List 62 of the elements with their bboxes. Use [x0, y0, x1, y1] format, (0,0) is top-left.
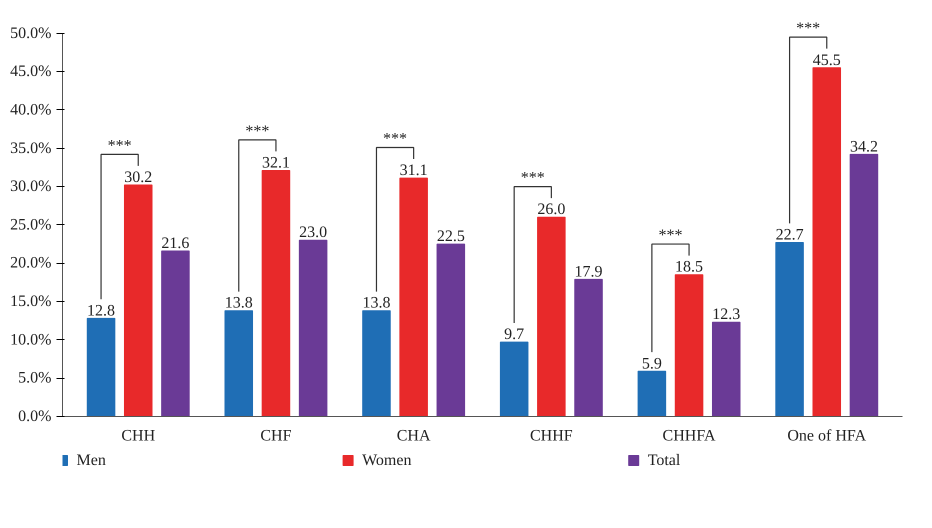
y-tick-label: 35.0%	[10, 140, 52, 157]
data-label: 12.8	[87, 302, 116, 320]
data-label: 21.6	[161, 234, 190, 252]
data-label: 26.0	[537, 201, 566, 218]
bar	[362, 310, 391, 416]
data-label: 18.5	[675, 258, 704, 276]
y-tick-label: 0.0%	[18, 408, 52, 425]
y-tick-label: 50.0%	[10, 24, 52, 42]
bar	[500, 342, 528, 416]
data-label: 12.3	[712, 306, 740, 324]
data-label: 30.2	[124, 169, 152, 186]
data-label: 13.8	[224, 294, 253, 312]
data-label: 23.0	[299, 224, 328, 242]
y-tick-label: 20.0%	[10, 254, 52, 272]
annotation: ***	[658, 227, 682, 244]
data-label: 22.5	[436, 228, 465, 246]
annotation: ***	[796, 20, 820, 38]
data-label: 5.9	[642, 355, 662, 372]
legend-label: Women	[362, 452, 412, 469]
bar	[224, 310, 254, 416]
x-tick-label: CHHF	[530, 428, 573, 444]
data-label: 32.1	[262, 154, 290, 172]
y-tick-label: 5.0%	[18, 370, 52, 387]
annotation: ***	[520, 170, 545, 187]
legend-label: Total	[648, 452, 681, 469]
bar	[850, 154, 878, 416]
data-label: 17.9	[574, 263, 603, 280]
annotation: ***	[108, 137, 132, 154]
bar	[436, 244, 466, 416]
x-tick-label: CHHFA	[662, 428, 716, 444]
bar	[399, 178, 428, 416]
bar	[161, 250, 190, 416]
bar	[537, 216, 566, 416]
data-label: 13.8	[362, 294, 390, 312]
data-label: 34.2	[850, 138, 878, 156]
bar	[712, 322, 741, 416]
annotation: ***	[245, 122, 270, 140]
bar	[674, 274, 704, 416]
x-tick-label: CHA	[396, 428, 431, 444]
bar	[124, 184, 153, 416]
y-tick-label: 25.0%	[10, 216, 52, 234]
bar	[775, 242, 804, 416]
data-label: 9.7	[504, 326, 524, 344]
bar	[574, 278, 603, 416]
bar	[812, 67, 842, 416]
data-label: 45.5	[812, 52, 841, 69]
data-label: 31.1	[400, 162, 428, 180]
bar	[86, 318, 116, 416]
bar	[638, 370, 666, 416]
data-label: 22.7	[776, 226, 804, 244]
y-tick-label: 40.0%	[10, 101, 52, 118]
x-tick-label: One of HFA	[787, 428, 867, 444]
bar	[298, 240, 328, 416]
annotation: ***	[383, 130, 408, 148]
y-tick-label: 30.0%	[10, 178, 52, 196]
x-tick-label: CHH	[121, 428, 156, 444]
y-tick-label: 45.0%	[10, 63, 52, 80]
bar	[262, 170, 290, 416]
legend-label: Men	[76, 452, 106, 469]
y-tick-label: 10.0%	[10, 331, 52, 348]
x-tick-label: CHF	[260, 428, 292, 444]
y-tick-label: 15.0%	[10, 293, 52, 310]
